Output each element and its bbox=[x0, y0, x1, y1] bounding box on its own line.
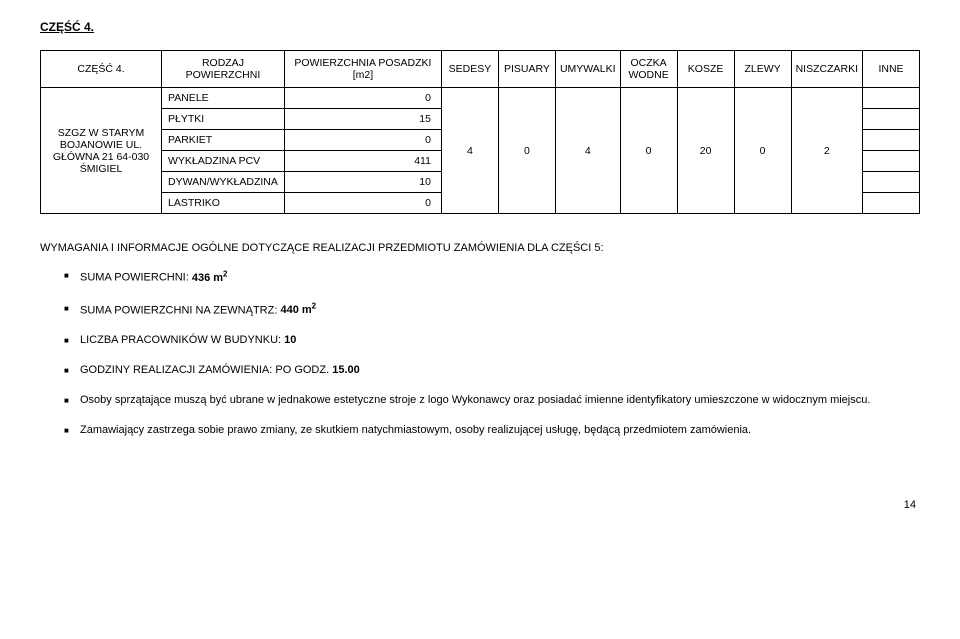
inne-cell bbox=[863, 172, 920, 193]
surface-val: 0 bbox=[284, 130, 441, 151]
agg-sedesy: 4 bbox=[441, 88, 498, 214]
col-surface: RODZAJ POWIERZCHNI bbox=[162, 51, 285, 88]
page-number: 14 bbox=[40, 499, 920, 511]
req-sup: 2 bbox=[223, 269, 227, 278]
agg-niszczarki: 2 bbox=[791, 88, 862, 214]
table-header-row: CZĘŚĆ 4. RODZAJ POWIERZCHNI POWIERZCHNIA… bbox=[41, 51, 920, 88]
surface-label: PŁYTKI bbox=[162, 109, 285, 130]
list-item: SUMA POWIERZCHNI NA ZEWNĄTRZ: 440 m2 bbox=[64, 301, 920, 320]
inne-cell bbox=[863, 151, 920, 172]
req-bold: 10 bbox=[284, 334, 296, 346]
col-pisuary: PISUARY bbox=[498, 51, 555, 88]
requirements-list: SUMA POWIERCHNI: 436 m2 SUMA POWIERZCHNI… bbox=[40, 268, 920, 439]
surface-val: 15 bbox=[284, 109, 441, 130]
inne-cell bbox=[863, 109, 920, 130]
req-bold: 440 m bbox=[280, 304, 311, 316]
requirements-heading: WYMAGANIA I INFORMACJE OGÓLNE DOTYCZĄCE … bbox=[40, 242, 920, 254]
inne-cell bbox=[863, 130, 920, 151]
inne-cell bbox=[863, 88, 920, 109]
req-bold: 436 m bbox=[192, 272, 223, 284]
surface-label: WYKŁADZINA PCV bbox=[162, 151, 285, 172]
agg-zlewy: 0 bbox=[734, 88, 791, 214]
agg-umywalki: 4 bbox=[555, 88, 620, 214]
agg-pisuary: 0 bbox=[498, 88, 555, 214]
section-header: CZĘŚĆ 4. bbox=[40, 20, 920, 34]
col-kosze: KOSZE bbox=[677, 51, 734, 88]
req-sup: 2 bbox=[312, 302, 316, 311]
surface-val: 0 bbox=[284, 193, 441, 214]
col-sedesy: SEDESY bbox=[441, 51, 498, 88]
col-part: CZĘŚĆ 4. bbox=[41, 51, 162, 88]
table-row: SZGZ W STARYM BOJANOWIE UL. GŁÓWNA 21 64… bbox=[41, 88, 920, 109]
col-zlewy: ZLEWY bbox=[734, 51, 791, 88]
req-pre: SUMA POWIERCHNI: bbox=[80, 272, 192, 284]
list-item: Zamawiający zastrzega sobie prawo zmiany… bbox=[64, 423, 920, 439]
col-inne: INNE bbox=[863, 51, 920, 88]
agg-oczka: 0 bbox=[620, 88, 677, 214]
inne-cell bbox=[863, 193, 920, 214]
surface-label: PANELE bbox=[162, 88, 285, 109]
surface-label: DYWAN/WYKŁADZINA bbox=[162, 172, 285, 193]
agg-kosze: 20 bbox=[677, 88, 734, 214]
surface-label: PARKIET bbox=[162, 130, 285, 151]
surface-val: 10 bbox=[284, 172, 441, 193]
list-item: Osoby sprzątające muszą być ubrane w jed… bbox=[64, 393, 920, 409]
surface-val: 411 bbox=[284, 151, 441, 172]
surface-val: 0 bbox=[284, 88, 441, 109]
list-item: SUMA POWIERCHNI: 436 m2 bbox=[64, 268, 920, 287]
col-niszczarki: NISZCZARKI bbox=[791, 51, 862, 88]
req-pre: GODZINY REALIZACJI ZAMÓWIENIA: PO GODZ. bbox=[80, 364, 332, 376]
surface-label: LASTRIKO bbox=[162, 193, 285, 214]
col-umywalki: UMYWALKI bbox=[555, 51, 620, 88]
req-pre: SUMA POWIERZCHNI NA ZEWNĄTRZ: bbox=[80, 304, 280, 316]
col-oczka: OCZKA WODNE bbox=[620, 51, 677, 88]
location-cell: SZGZ W STARYM BOJANOWIE UL. GŁÓWNA 21 64… bbox=[41, 88, 162, 214]
surface-table: CZĘŚĆ 4. RODZAJ POWIERZCHNI POWIERZCHNIA… bbox=[40, 50, 920, 214]
req-pre: LICZBA PRACOWNIKÓW W BUDYNKU: bbox=[80, 334, 284, 346]
col-area: POWIERZCHNIA POSADZKI [m2] bbox=[284, 51, 441, 88]
list-item: GODZINY REALIZACJI ZAMÓWIENIA: PO GODZ. … bbox=[64, 363, 920, 379]
list-item: LICZBA PRACOWNIKÓW W BUDYNKU: 10 bbox=[64, 333, 920, 349]
req-bold: 15.00 bbox=[332, 364, 360, 376]
